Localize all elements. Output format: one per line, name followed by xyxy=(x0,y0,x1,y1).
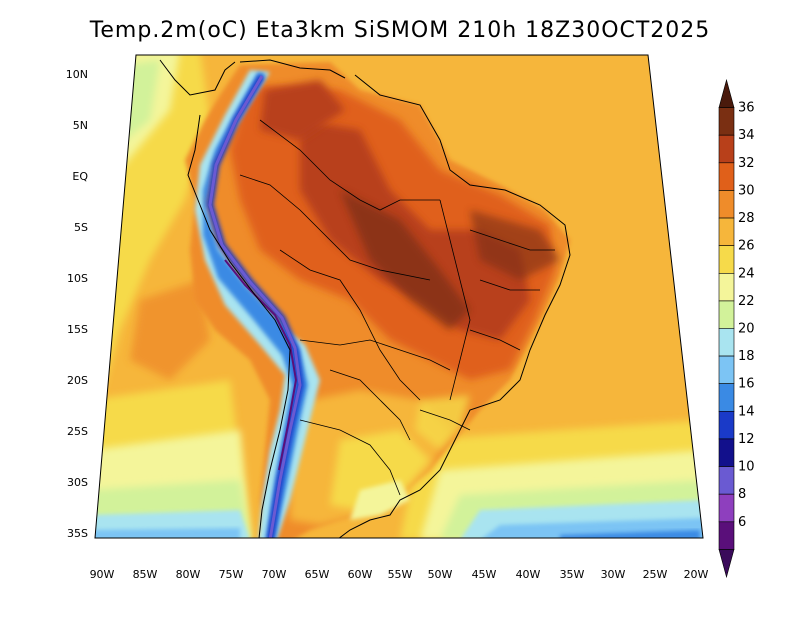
lat-label: 30S xyxy=(67,476,88,489)
colorbar-label: 12 xyxy=(738,432,755,447)
temperature-field xyxy=(95,55,703,538)
country-borders xyxy=(239,119,555,496)
lon-label: 30W xyxy=(601,568,626,581)
lon-label: 60W xyxy=(348,568,373,581)
colorbar-swatch xyxy=(718,272,735,302)
lon-label: 85W xyxy=(133,568,158,581)
lon-label: 45W xyxy=(472,568,497,581)
colorbar-label: 16 xyxy=(738,377,755,392)
map-frame xyxy=(94,54,704,539)
colorbar-swatch xyxy=(718,549,735,579)
colorbar-label: 20 xyxy=(738,322,755,337)
lat-label: 5S xyxy=(74,221,88,234)
lon-label: 70W xyxy=(262,568,287,581)
lon-label: 40W xyxy=(516,568,541,581)
lon-label: 35W xyxy=(560,568,585,581)
latitude-axis: 10N 5N EQ 5S 10S 15S 20S 25S 30S 35S xyxy=(66,68,89,540)
colorbar-label: 18 xyxy=(738,349,755,364)
lat-label: 15S xyxy=(67,323,88,336)
colorbar-swatch xyxy=(718,466,735,495)
colorbar-swatch xyxy=(718,355,735,385)
lon-label: 80W xyxy=(176,568,201,581)
colorbar-swatch xyxy=(718,383,735,412)
colorbar-label: 10 xyxy=(738,460,755,475)
map-title: Temp.2m(oC) Eta3km SiSMOM 210h 18Z30OCT2… xyxy=(89,18,711,43)
lat-label: 10N xyxy=(66,68,88,81)
colorbar-swatch xyxy=(718,162,735,191)
colorbar-swatch xyxy=(718,328,735,357)
lat-label: 10S xyxy=(67,272,88,285)
lon-label: 25W xyxy=(643,568,668,581)
lon-label: 90W xyxy=(90,568,115,581)
colorbar-swatch xyxy=(718,300,735,329)
colorbar: 36 34 32 30 28 26 24 22 20 18 16 14 12 10 8 6 xyxy=(718,78,755,579)
lat-label: EQ xyxy=(72,170,88,183)
colorbar-label: 32 xyxy=(738,156,755,171)
colorbar-swatch xyxy=(718,78,735,108)
colorbar-swatch xyxy=(718,411,735,440)
colorbar-swatch xyxy=(718,107,735,136)
colorbar-label: 24 xyxy=(738,266,755,281)
colorbar-label: 28 xyxy=(738,211,755,226)
colorbar-label: 30 xyxy=(738,183,755,198)
colorbar-swatch xyxy=(718,521,735,550)
lon-label: 20W xyxy=(684,568,709,581)
colorbar-swatch xyxy=(718,190,735,219)
colorbar-label: 14 xyxy=(738,404,755,419)
coastlines xyxy=(159,59,571,538)
colorbar-swatch xyxy=(718,245,735,274)
lat-label: 5N xyxy=(73,119,88,132)
lat-label: 25S xyxy=(67,425,88,438)
lon-label: 75W xyxy=(219,568,244,581)
colorbar-label: 22 xyxy=(738,294,755,309)
lat-label: 20S xyxy=(67,374,88,387)
longitude-axis: 90W 85W 80W 75W 70W 65W 60W 55W 50W 45W … xyxy=(90,568,709,581)
lon-label: 50W xyxy=(428,568,453,581)
colorbar-swatch xyxy=(718,217,735,246)
colorbar-label: 36 xyxy=(738,101,755,116)
colorbar-label: 6 xyxy=(738,515,746,530)
lon-label: 65W xyxy=(305,568,330,581)
colorbar-swatch xyxy=(718,493,735,523)
lat-label: 35S xyxy=(67,527,88,540)
colorbar-label: 34 xyxy=(738,128,755,143)
colorbar-swatch xyxy=(718,438,735,467)
lon-label: 55W xyxy=(388,568,413,581)
colorbar-label: 8 xyxy=(738,487,746,502)
colorbar-swatch xyxy=(718,134,735,164)
colorbar-label: 26 xyxy=(738,239,755,254)
